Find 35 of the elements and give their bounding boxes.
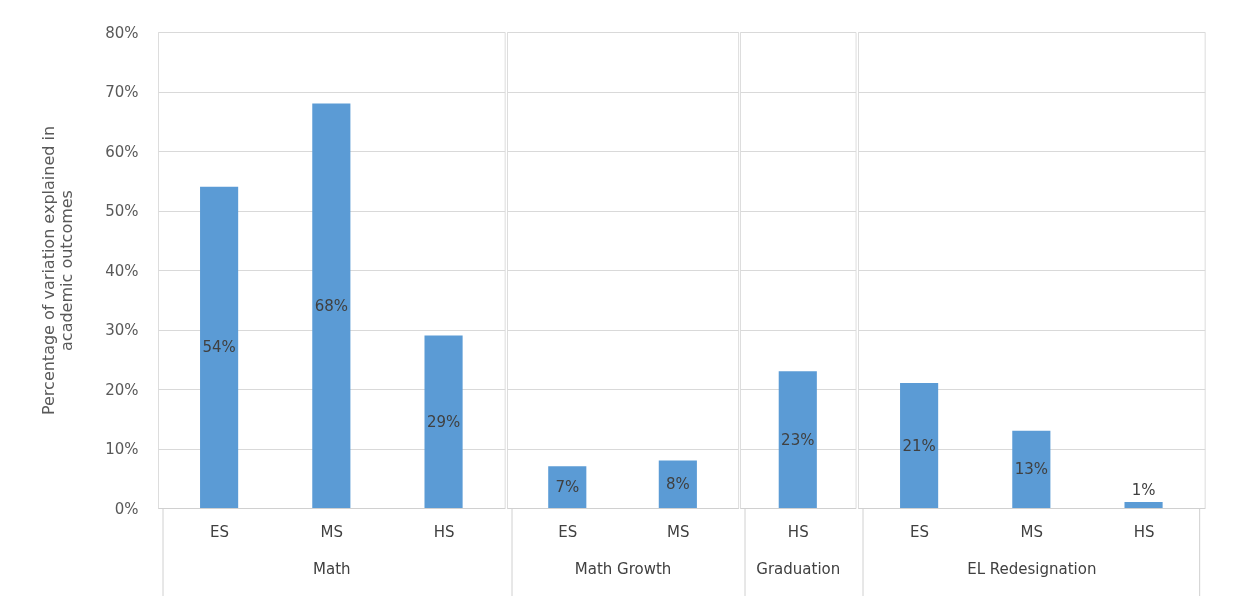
y-axis-title: Percentage of variation explained in academic outcomes	[39, 125, 77, 416]
bar	[312, 103, 351, 508]
data-label: 21%	[902, 436, 936, 455]
data-label: 8%	[665, 475, 690, 494]
x-tick-label: MS	[1020, 522, 1044, 541]
y-tick-label: 30%	[105, 321, 139, 339]
y-tick-label: 40%	[105, 261, 139, 280]
y-tick-label: 0%	[114, 499, 139, 518]
data-label: 23%	[781, 430, 815, 449]
bar	[424, 335, 463, 508]
x-tick-label: ES	[210, 522, 230, 541]
data-label: 68%	[314, 296, 349, 315]
y-tick-label: 10%	[105, 440, 139, 458]
data-label: 29%	[426, 412, 461, 431]
x-tick-label: MS	[667, 522, 690, 541]
data-label: 13%	[1014, 460, 1049, 479]
x-tick-label: HS	[787, 522, 809, 541]
x-tick-label: ES	[910, 522, 930, 541]
y-tick-label: 70%	[105, 83, 139, 101]
x-tick-label: MS	[320, 522, 344, 541]
data-label: 7%	[555, 478, 580, 497]
x-axis-title: Graduation	[756, 559, 841, 578]
x-tick-label: HS	[433, 522, 455, 541]
x-tick-label: HS	[1133, 522, 1155, 541]
y-tick-label: 60%	[105, 142, 139, 161]
x-axis-title: Math	[313, 559, 351, 578]
x-tick-label: ES	[558, 522, 578, 541]
x-axis-title: Math Growth	[574, 559, 672, 578]
bar	[200, 186, 239, 508]
y-tick-label: 50%	[105, 202, 139, 220]
y-tick-label: 80%	[105, 23, 139, 42]
y-tick-label: 20%	[105, 380, 139, 399]
data-label: 54%	[202, 338, 236, 357]
x-axis-title: EL Redesignation	[967, 559, 1097, 578]
data-label: 1%	[1131, 481, 1156, 500]
